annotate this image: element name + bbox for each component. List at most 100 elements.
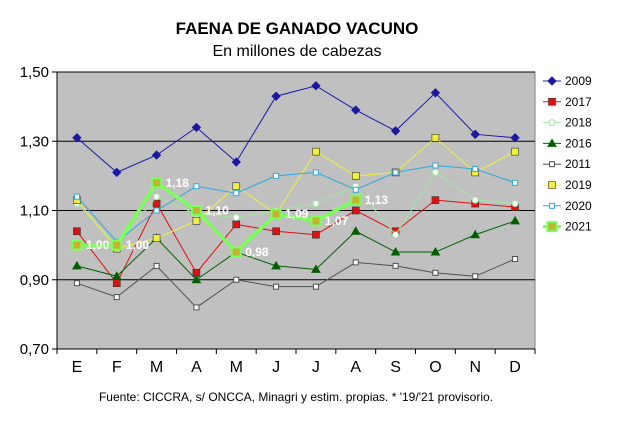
x-tick-label: N [469, 359, 481, 376]
data-point [510, 133, 520, 143]
x-tick-label: O [429, 359, 441, 376]
legend-item-2016: 2016 [543, 136, 592, 150]
legend-item-2021: 2021 [543, 220, 592, 234]
data-point [472, 165, 479, 172]
data-point [549, 202, 555, 209]
data-label: 1,09 [285, 207, 309, 221]
data-point [73, 193, 80, 200]
data-point [111, 271, 122, 280]
data-point [112, 279, 121, 288]
data-point [152, 234, 161, 242]
data-point [113, 294, 120, 301]
x-tick-label: A [350, 359, 361, 376]
data-point [191, 122, 202, 133]
data-point [549, 161, 555, 168]
data-point [350, 226, 361, 235]
data-point [312, 230, 320, 239]
series-line [76, 258, 516, 309]
x-tick-label: F [112, 359, 122, 376]
legend-label: 2021 [565, 220, 592, 234]
data-point [153, 193, 161, 201]
data-point [431, 168, 439, 176]
series-2009 [72, 81, 520, 178]
data-point [152, 199, 161, 208]
legend-label: 2018 [565, 116, 592, 130]
data-point [512, 179, 519, 186]
data-point [512, 255, 519, 262]
data-point [392, 262, 399, 269]
y-tick-label: 1,30 [20, 133, 49, 150]
data-point [390, 247, 401, 256]
data-label: 1,18 [166, 176, 190, 190]
data-point [430, 247, 441, 256]
x-tick-label: J [272, 359, 280, 376]
data-point [351, 172, 360, 180]
x-tick-label: M [150, 359, 163, 376]
legend-label: 2011 [565, 157, 591, 171]
y-tick-label: 1,10 [20, 203, 49, 220]
series-2011 [73, 255, 519, 311]
legend-item-2018: 2018 [543, 116, 592, 130]
series-2021 [71, 177, 362, 258]
data-point [311, 81, 321, 91]
data-point [112, 167, 122, 178]
data-point [472, 273, 479, 280]
x-tick-label: J [312, 359, 320, 376]
legend-item-2017: 2017 [543, 95, 592, 109]
data-point [193, 304, 200, 311]
legend-label: 2020 [565, 199, 592, 213]
series-line [76, 164, 516, 243]
data-point [392, 231, 400, 239]
data-point [232, 213, 240, 221]
series-2016 [72, 215, 520, 284]
data-point [192, 217, 201, 225]
data-point [232, 182, 241, 191]
data-point [431, 133, 440, 142]
data-point [73, 280, 80, 287]
data-point [430, 88, 441, 98]
data-point [431, 196, 440, 204]
data-label: 1,00 [86, 238, 110, 252]
series-line [76, 137, 516, 250]
y-tick-label: 0,90 [20, 272, 49, 289]
data-label: 1,00 [126, 238, 150, 252]
data-point [470, 129, 480, 140]
chart-subtitle: En millones de cabezas [213, 43, 382, 60]
data-point [271, 260, 281, 270]
x-tick-label: M [230, 359, 243, 376]
data-point [351, 206, 360, 215]
data-label: 1,13 [365, 193, 389, 207]
data-point [390, 126, 401, 136]
series-line [76, 199, 516, 285]
data-point [72, 133, 82, 143]
data-point [273, 172, 280, 179]
data-point [511, 200, 519, 208]
data-point [72, 260, 82, 270]
data-point [231, 157, 241, 167]
data-label: 1,07 [325, 214, 349, 228]
legend-label: 2009 [565, 74, 592, 88]
legend-label: 2016 [565, 136, 592, 150]
data-point [190, 205, 202, 216]
y-tick-label: 1,50 [20, 64, 49, 81]
data-point [546, 221, 558, 233]
data-point [548, 98, 556, 106]
source-note: Fuente: CICCRA, s/ ONCCA, Minagri y esti… [99, 390, 493, 404]
series-line [76, 171, 516, 246]
data-label: 0,98 [245, 245, 269, 259]
legend-label: 2019 [565, 178, 592, 192]
data-point [548, 181, 556, 189]
data-point [271, 91, 281, 101]
data-labels: 1,00 1,00 1,18 1,10 0,98 1,09 1,07 1,13 [86, 176, 389, 259]
data-point [230, 246, 242, 258]
data-point [111, 239, 123, 251]
series-line [76, 85, 516, 173]
data-point [351, 105, 361, 115]
data-point [73, 227, 81, 236]
data-point [151, 150, 162, 160]
legend-item-2020: 2020 [543, 199, 592, 213]
x-tick-label: A [191, 359, 202, 376]
data-point [470, 229, 481, 239]
